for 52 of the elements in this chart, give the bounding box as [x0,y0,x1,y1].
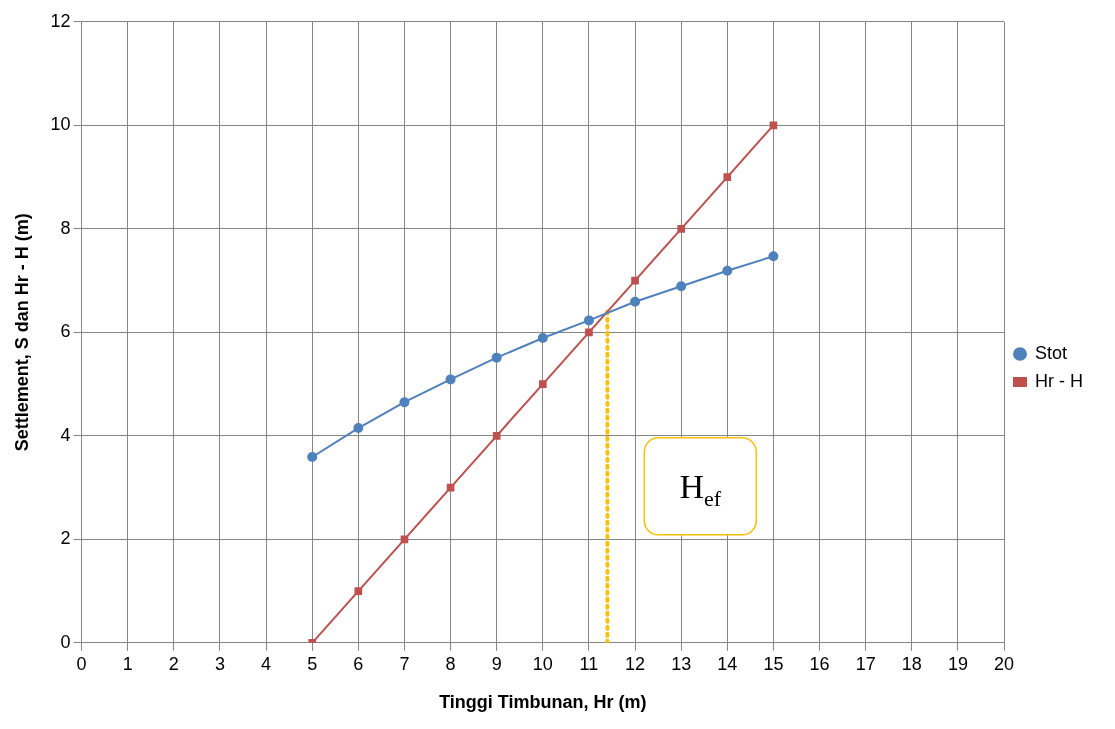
point [399,397,410,408]
y-tick-label: 4 [60,424,71,445]
point [677,224,685,233]
x-tick-label: 5 [307,653,318,674]
x-tick-label: 7 [399,653,410,674]
y-tick-label: 2 [60,528,71,549]
point [722,265,733,276]
x-tick-label: 17 [855,653,876,674]
point [630,296,641,307]
x-tick-label: 20 [994,653,1015,674]
point [307,452,318,463]
point [583,315,594,326]
point [676,281,687,292]
point [491,352,502,363]
point [445,374,456,385]
x-tick-label: 12 [625,653,646,674]
point [537,332,548,343]
x-tick-label: 3 [214,653,225,674]
x-tick-label: 16 [809,653,830,674]
y-axis-title: Settlement, S dan Hr - H (m) [11,213,32,452]
x-tick-label: 18 [901,653,922,674]
x-tick-label: 19 [947,653,968,674]
point [768,251,779,262]
x-tick-label: 2 [168,653,179,674]
point [585,328,593,337]
x-tick-label: 8 [445,653,456,674]
x-tick-label: 10 [532,653,553,674]
point [354,587,363,595]
point [631,276,639,285]
y-tick-label: 12 [50,10,71,31]
legend-label: Hr - H [1035,370,1084,391]
x-tick-label: 0 [76,653,87,674]
x-tick-label: 1 [122,653,133,674]
x-tick-label: 13 [671,653,692,674]
x-tick-label: 9 [491,653,502,674]
point [400,535,409,544]
point [769,121,778,130]
x-tick-label: 11 [579,653,599,674]
y-tick-label: 0 [60,631,71,652]
x-tick-label: 6 [353,653,364,674]
point [538,380,547,388]
y-tick-label: 10 [50,114,71,135]
point [492,431,501,440]
y-tick-label: 8 [60,217,71,238]
x-tick-label: 14 [717,653,738,674]
legend-label: Stot [1035,342,1068,363]
x-tick-label: 15 [763,653,784,674]
y-tick-label: 6 [60,321,71,342]
point [353,423,364,434]
x-axis-title: Tinggi Timbunan, Hr (m) [439,692,647,713]
point [723,173,732,181]
x-tick-label: 4 [261,653,272,674]
